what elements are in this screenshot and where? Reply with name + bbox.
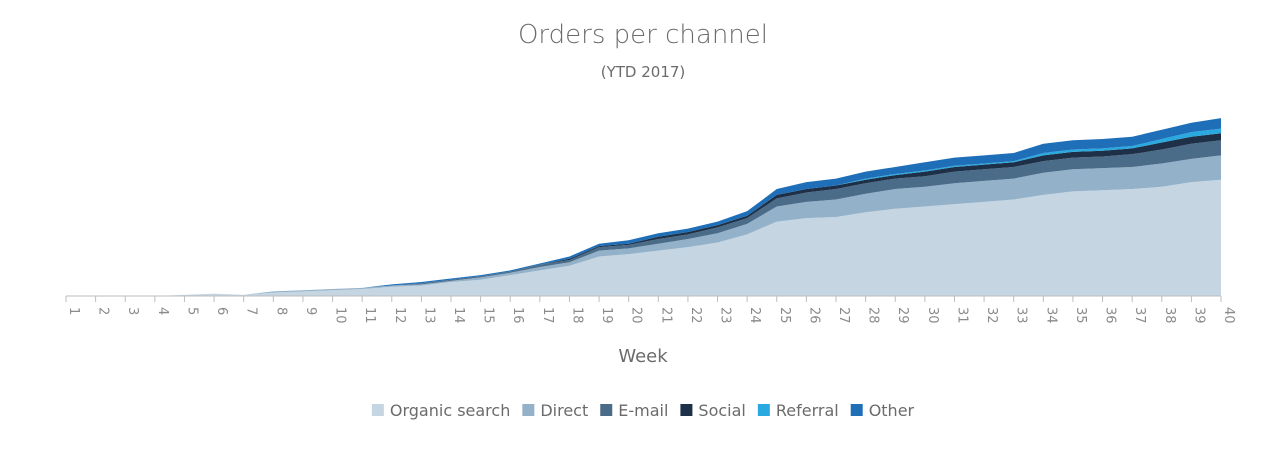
series-area-direct (66, 155, 1221, 296)
x-tick-label: 38 (1162, 307, 1177, 324)
x-tick-label: 3 (125, 307, 140, 315)
x-tick-label: 35 (1073, 307, 1088, 324)
x-tick-label: 5 (184, 307, 199, 315)
x-tick-label: 14 (451, 307, 466, 324)
chart-subtitle: (YTD 2017) (601, 63, 686, 81)
x-tick-label: 21 (658, 307, 673, 324)
x-tick-label: 26 (806, 307, 821, 324)
x-tick-label: 39 (1191, 307, 1206, 324)
x-tick-label: 36 (1103, 307, 1118, 324)
x-tick-label: 25 (777, 307, 792, 324)
x-tick-label: 6 (214, 307, 229, 315)
x-tick-label: 2 (96, 307, 111, 315)
series-area-social (66, 133, 1221, 296)
series-areas (66, 118, 1221, 296)
x-tick-label: 15 (481, 307, 496, 324)
legend-swatch (757, 404, 770, 416)
x-tick-label: 23 (718, 307, 733, 324)
legend-item-e-mail[interactable]: E-mail (600, 401, 668, 420)
x-tick-label: 33 (1014, 307, 1029, 324)
legend-item-social[interactable]: Social (680, 401, 746, 420)
x-tick-label: 28 (866, 307, 881, 324)
legend-swatch (371, 404, 384, 416)
x-tick-label: 10 (333, 307, 348, 324)
legend-item-organic-search[interactable]: Organic search (371, 401, 510, 420)
x-tick-label: 8 (273, 307, 288, 315)
x-tick-label: 40 (1221, 307, 1236, 324)
x-tick-label: 18 (569, 307, 584, 324)
x-tick-label: 27 (836, 307, 851, 324)
x-tick-label: 29 (895, 307, 910, 324)
legend-swatch (680, 404, 693, 416)
x-axis-ticks: 1 2 3 4 5 6 7 8 9 10 11 12 13 14 15 16 17 18 19 20 21 22 23 24 2… (65, 296, 1236, 324)
legend-label: E-mail (618, 401, 668, 420)
legend-label: Other (869, 401, 915, 420)
x-tick-label: 17 (540, 307, 555, 324)
series-area-other (66, 118, 1221, 296)
series-area-e-mail (66, 140, 1221, 296)
x-tick-label: 7 (244, 307, 259, 315)
x-tick-label: 31 (954, 307, 969, 324)
legend-item-direct[interactable]: Direct (522, 401, 588, 420)
legend-swatch (522, 404, 535, 416)
x-tick-label: 16 (510, 307, 525, 324)
legend-swatch (850, 404, 863, 416)
legend-label: Referral (776, 401, 839, 420)
x-axis-label: Week (618, 346, 668, 367)
x-tick-label: 11 (362, 307, 377, 324)
x-tick-label: 4 (155, 307, 170, 315)
legend-item-other[interactable]: Other (850, 401, 915, 420)
legend-label: Direct (540, 401, 588, 420)
legend: Organic search Direct E-mail Social Referral… (371, 401, 915, 420)
legend-item-referral[interactable]: Referral (757, 401, 839, 420)
x-tick-label: 19 (599, 307, 614, 324)
x-tick-label: 32 (984, 307, 999, 324)
x-tick-label: 24 (747, 307, 762, 324)
x-tick-label: 30 (925, 307, 940, 324)
x-tick-label: 37 (1132, 307, 1147, 324)
legend-label: Social (698, 401, 745, 420)
x-tick-label: 13 (421, 307, 436, 324)
x-tick-label: 12 (392, 307, 407, 324)
x-tick-label: 20 (629, 307, 644, 324)
x-tick-label: 34 (1043, 307, 1058, 324)
x-tick-label: 22 (688, 307, 703, 324)
x-tick-label: 9 (303, 307, 318, 315)
chart-title: Orders per channel (518, 20, 768, 50)
series-area-organic-search (66, 179, 1221, 296)
x-tick-label: 1 (66, 307, 81, 315)
legend-label: Organic search (390, 401, 510, 420)
legend-swatch (600, 404, 613, 416)
